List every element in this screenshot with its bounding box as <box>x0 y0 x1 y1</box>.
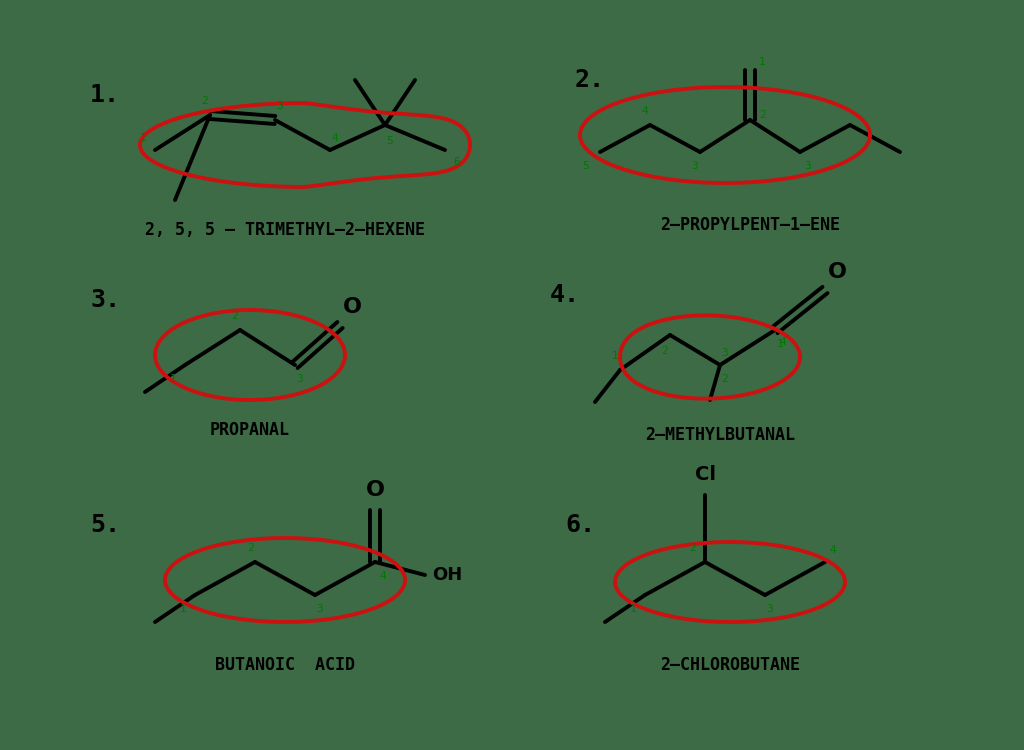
Text: 5.: 5. <box>90 513 120 537</box>
Text: O: O <box>827 262 847 282</box>
Text: 1: 1 <box>630 604 636 614</box>
Text: 5: 5 <box>583 161 590 171</box>
Text: 3.: 3. <box>90 288 120 312</box>
Text: BUTANOIC  ACID: BUTANOIC ACID <box>215 656 355 674</box>
Text: OH: OH <box>432 566 462 584</box>
Text: 3: 3 <box>691 161 698 171</box>
Text: 4: 4 <box>380 571 386 581</box>
Text: 3: 3 <box>767 604 773 614</box>
Text: 1: 1 <box>170 374 176 384</box>
Text: O: O <box>366 480 384 500</box>
Text: 2: 2 <box>722 374 728 384</box>
Text: 4: 4 <box>829 545 837 555</box>
Text: 2: 2 <box>759 110 765 120</box>
Text: 3: 3 <box>297 374 303 384</box>
Text: 2: 2 <box>231 311 239 321</box>
Text: 1: 1 <box>759 57 765 67</box>
Text: 2: 2 <box>689 543 696 553</box>
Text: 1.: 1. <box>90 83 120 107</box>
Text: 4: 4 <box>779 337 786 347</box>
Text: Cl: Cl <box>694 466 716 484</box>
Text: 2–CHLOROBUTANE: 2–CHLOROBUTANE <box>660 656 800 674</box>
Text: 2: 2 <box>247 543 253 553</box>
Text: 2–METHYLBUTANAL: 2–METHYLBUTANAL <box>645 426 795 444</box>
Text: 1: 1 <box>776 339 783 349</box>
Text: PROPANAL: PROPANAL <box>210 421 290 439</box>
Text: 4.: 4. <box>550 283 580 307</box>
Text: 2.: 2. <box>575 68 605 92</box>
Text: 2–PROPYLPENT–1–ENE: 2–PROPYLPENT–1–ENE <box>660 216 840 234</box>
Text: 3: 3 <box>805 161 811 171</box>
Text: 3: 3 <box>722 348 728 358</box>
Text: 2, 5, 5 – TRIMETHYL–2–HEXENE: 2, 5, 5 – TRIMETHYL–2–HEXENE <box>145 221 425 239</box>
Text: 1: 1 <box>179 604 186 614</box>
Text: O: O <box>342 297 361 317</box>
Text: 2: 2 <box>202 96 208 106</box>
Text: 6.: 6. <box>565 513 595 537</box>
Text: 4: 4 <box>332 133 338 143</box>
Text: 1: 1 <box>139 133 146 143</box>
Text: 2: 2 <box>662 346 669 356</box>
Text: 1: 1 <box>611 351 618 361</box>
Text: 3: 3 <box>276 101 284 111</box>
Text: 5: 5 <box>387 136 393 146</box>
Text: 4: 4 <box>642 106 648 116</box>
Text: 3: 3 <box>316 604 324 614</box>
Text: 6: 6 <box>454 157 461 167</box>
